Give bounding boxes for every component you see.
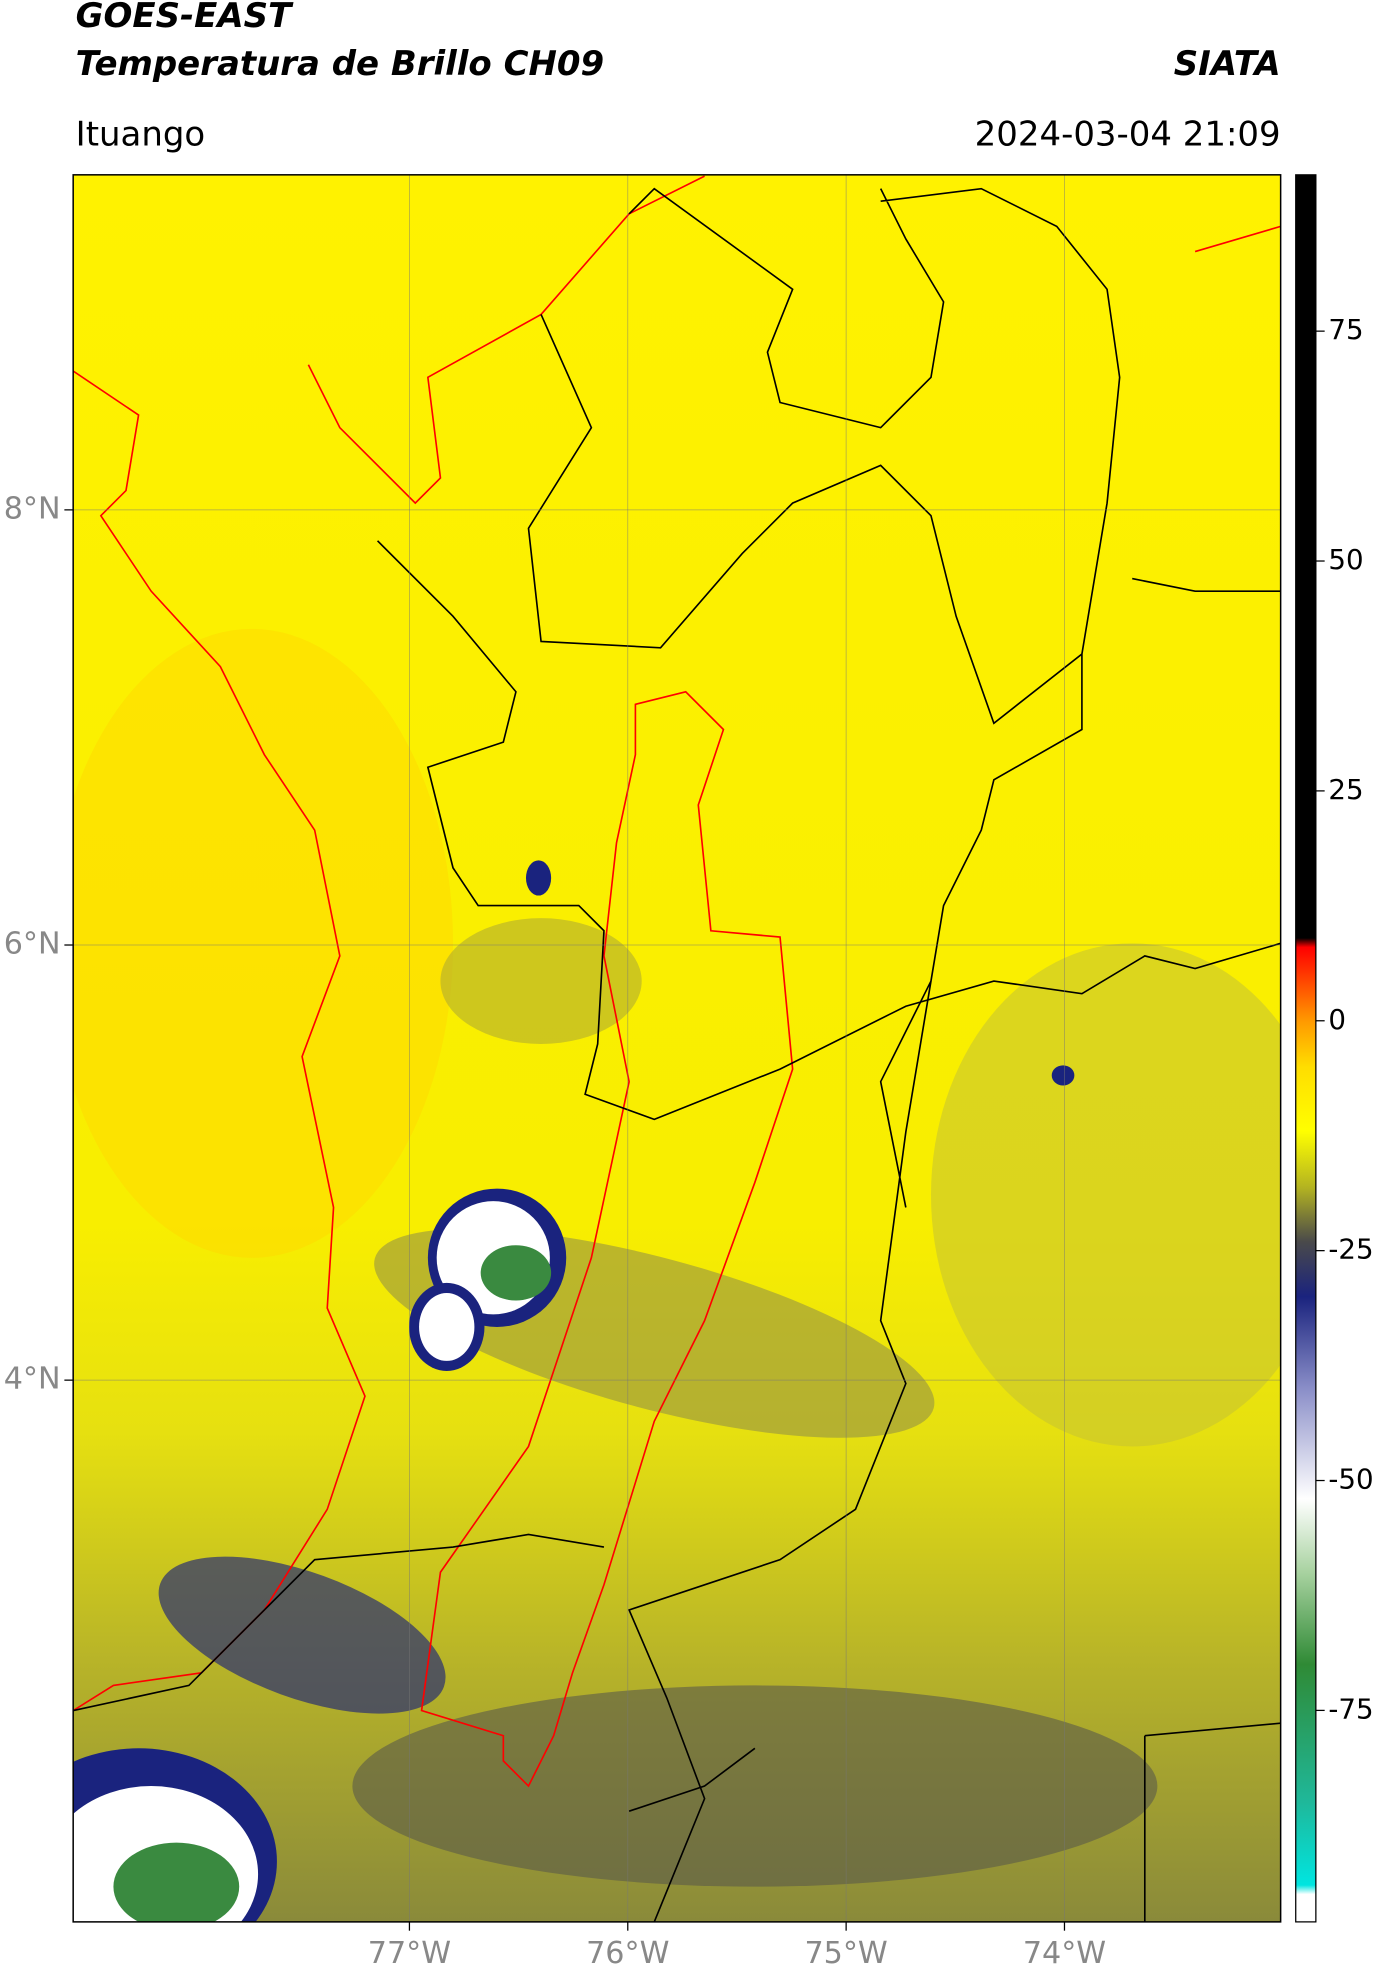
grid [73,174,1281,1922]
region: Ituango [76,114,206,154]
convective-cell [1051,1065,1075,1086]
map-frame [72,174,1282,1923]
source: SIATA [1174,44,1281,84]
convective-cell [525,860,552,896]
colorbar-tick-label: 75 [1328,313,1363,346]
y-tick-label: 6°N [4,927,61,962]
x-tick-label: 76°W [586,1936,669,1971]
x-tick-label: 77°W [368,1936,451,1971]
convective-cell [480,1245,552,1301]
colorbar-tick-label: 0 [1328,1003,1346,1036]
x-tick-label: 74°W [1023,1936,1106,1971]
cloud-area [352,1685,1158,1887]
title: GOES-EAST [76,0,294,36]
colorbar-tick-label: 50 [1328,543,1363,576]
admin-border [73,187,1281,1922]
subtitle: Temperatura de Brillo CH09 [76,44,604,84]
convective-cell [113,1842,240,1922]
convective-cell [419,1292,475,1361]
warm-area [73,628,453,1258]
x-tick-label: 75°W [804,1936,887,1971]
cloud-area [440,918,642,1044]
y-tick-label: 4°N [4,1362,61,1397]
colorbar-tick-label: -75 [1328,1692,1373,1725]
colorbar-tick-label: 25 [1328,773,1363,806]
colorbar-tick-label: -50 [1328,1463,1373,1496]
cloud-area [931,943,1281,1447]
colorbar-tick-label: -25 [1328,1233,1373,1266]
datetime: 2024-03-04 21:09 [975,114,1281,154]
y-tick-label: 8°N [4,491,61,526]
colorbar [1295,174,1317,1923]
cloud-streak [158,1556,446,1714]
basin-outline [420,690,794,1788]
map-field [73,174,1281,1922]
